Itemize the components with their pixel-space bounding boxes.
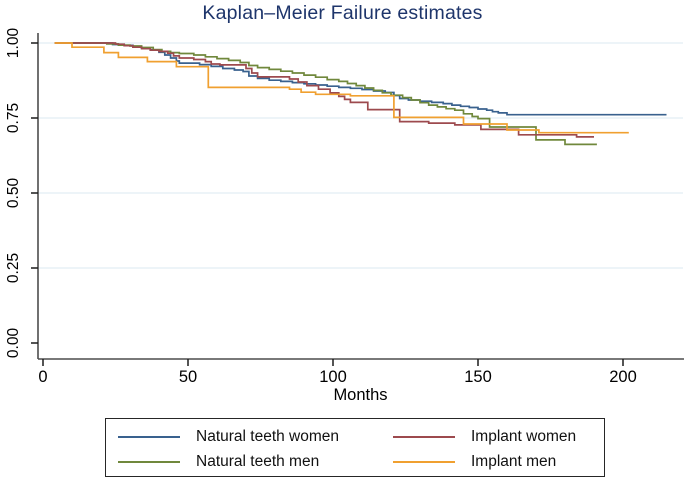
x-tick-label: 200 [609,368,637,386]
y-tick-label: 1.00 [5,28,22,59]
km-plot-area: 0.00 0.25 0.50 0.75 1.00 0 50 100 150 200 Months [5,28,684,404]
y-tick-label: 0.00 [5,328,22,359]
legend-item-natural-teeth-women: Natural teeth women [118,424,393,449]
series-path-implant-men [54,42,629,134]
series-path-implant-women [54,42,594,138]
x-tick-label: 100 [319,368,347,386]
legend-label: Natural teeth women [196,427,340,445]
y-tick-label: 0.50 [5,178,22,209]
series-path-natural-teeth-women [54,42,667,116]
chart-title: Kaplan–Meier Failure estimates [202,2,483,24]
legend-label: Natural teeth men [196,452,320,470]
x-tick-label: 50 [179,368,197,386]
legend-label: Implant men [471,452,557,470]
legend-swatch [393,435,455,438]
legend-item-natural-teeth-men: Natural teeth men [118,449,393,474]
legend-column: Natural teeth women Natural teeth men [118,424,393,476]
y-tick-label: 0.25 [5,253,22,283]
legend-swatch [393,460,455,463]
legend-swatch [118,460,180,463]
legend-item-implant-women: Implant women [393,424,576,449]
legend-swatch [118,435,180,438]
legend-box: Natural teeth women Natural teeth men Impl… [105,418,605,477]
y-tick-label: 0.75 [5,103,22,133]
x-tick-label: 150 [464,368,492,386]
legend-label: Implant women [471,427,577,445]
legend-column: Implant women Implant men [393,424,576,476]
x-axis-label: Months [333,386,387,404]
legend-item-implant-men: Implant men [393,449,576,474]
x-tick-label: 0 [38,368,47,386]
